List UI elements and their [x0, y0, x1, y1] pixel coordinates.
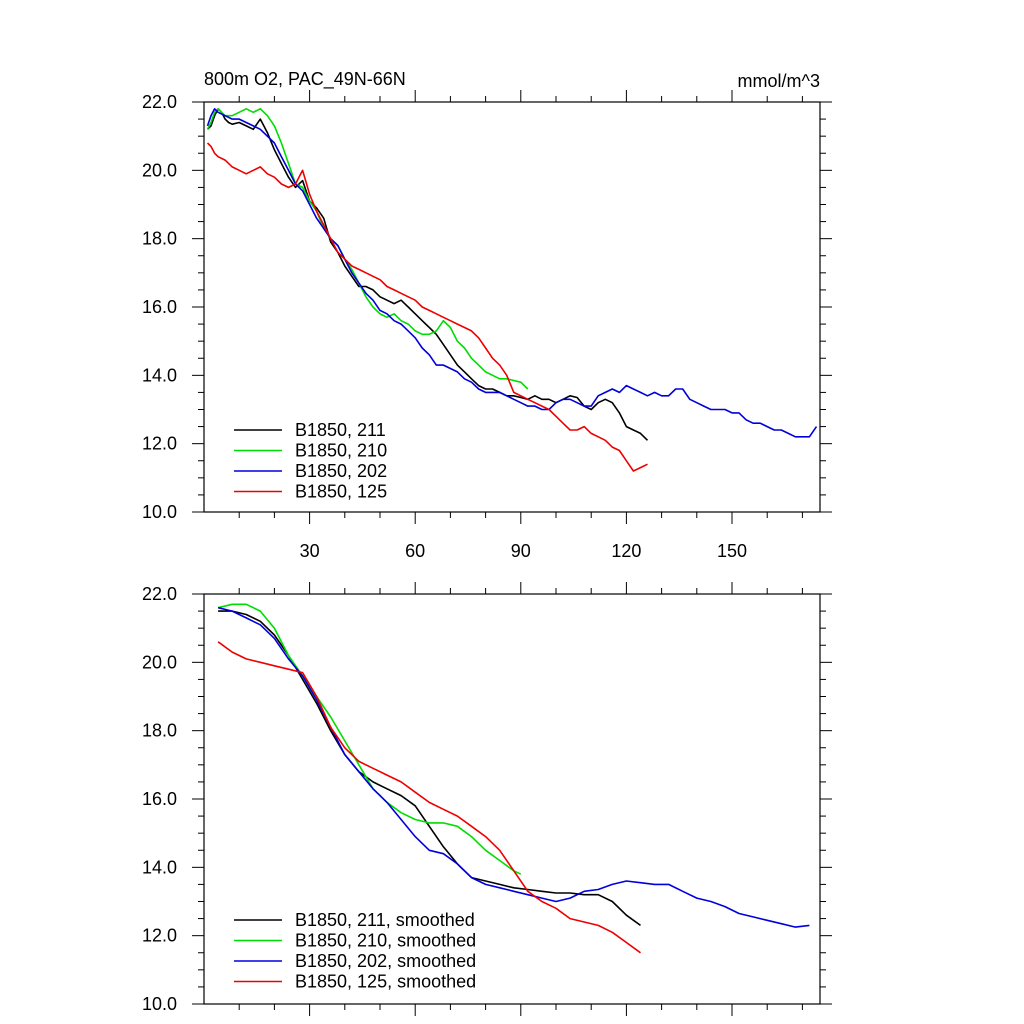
series-line-b1850-202: [206, 108, 818, 438]
series-line-b1850-210-smoothed: [217, 603, 522, 875]
y-tick-label: 22.0: [142, 92, 177, 112]
y-tick-label: 14.0: [142, 857, 177, 877]
bottom-panel: 10.0 12.0 14.0 16.0 18.0 20.0 22.0 B1850, 211,…: [142, 582, 832, 1016]
y-tick-label: 12.0: [142, 434, 177, 454]
legend-label: B1850, 125, smoothed: [295, 972, 476, 992]
top-panel: 800m O2, PAC_49N-66N mmol/m^3 10.0 12.0 14…: [142, 69, 832, 561]
units-label: mmol/m^3: [738, 71, 820, 91]
chart-title: 800m O2, PAC_49N-66N: [204, 69, 406, 90]
series-line-b1850-125-smoothed: [217, 641, 641, 954]
y-tick-label: 18.0: [142, 229, 177, 249]
x-tick-label: 60: [405, 541, 425, 561]
x-tick-label: 30: [300, 541, 320, 561]
legend-label: B1850, 210: [295, 441, 387, 461]
series-line-b1850-211: [206, 108, 649, 441]
y-tick-label: 14.0: [142, 365, 177, 385]
series-group: [206, 108, 818, 472]
y-tick-label: 16.0: [142, 297, 177, 317]
x-tick-label: 150: [717, 541, 747, 561]
x-tick-label: 120: [611, 541, 641, 561]
y-tick-label: 10.0: [142, 502, 177, 522]
series-line-b1850-125: [206, 142, 648, 472]
y-tick-label: 20.0: [142, 652, 177, 672]
legend-label: B1850, 211, smoothed: [295, 910, 475, 930]
y-tick-label: 20.0: [142, 160, 177, 180]
legend-label: B1850, 125: [295, 482, 387, 502]
y-tick-label: 18.0: [142, 721, 177, 741]
y-tick-label: 12.0: [142, 926, 177, 946]
axis-ticks: 10.0 12.0 14.0 16.0 18.0 20.0 22.0 30 60 90 120 150: [142, 90, 832, 561]
y-tick-label: 10.0: [142, 994, 177, 1014]
series-line-b1850-210: [206, 108, 529, 390]
y-tick-label: 22.0: [142, 584, 177, 604]
legend-label: B1850, 210, smoothed: [295, 931, 476, 951]
legend-label: B1850, 202, smoothed: [295, 951, 476, 971]
y-tick-label: 16.0: [142, 789, 177, 809]
legend-label: B1850, 202: [295, 461, 387, 481]
series-line-b1850-202-smoothed: [217, 606, 810, 928]
axis-ticks: 10.0 12.0 14.0 16.0 18.0 20.0 22.0: [142, 582, 832, 1016]
legend-label: B1850, 211: [295, 420, 386, 440]
series-group: [217, 603, 810, 954]
series-line-b1850-211-smoothed: [218, 610, 641, 927]
x-tick-label: 90: [511, 541, 531, 561]
